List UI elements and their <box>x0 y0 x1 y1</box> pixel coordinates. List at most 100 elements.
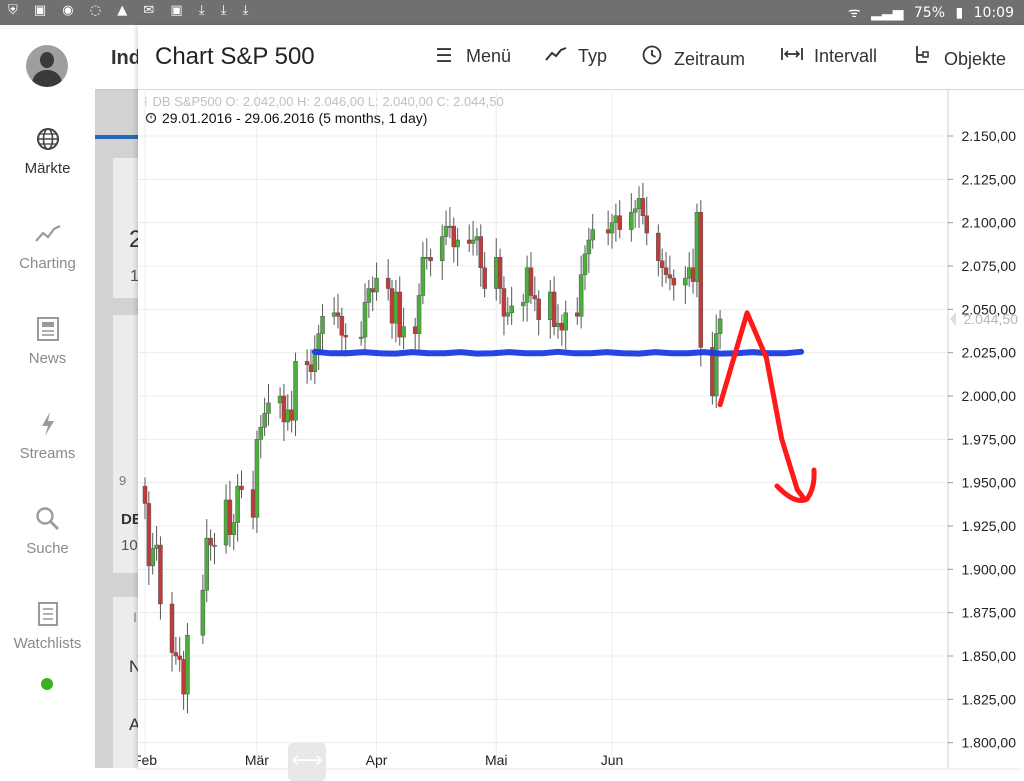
background-card-text: 10 <box>121 537 138 554</box>
candle-body <box>520 302 526 307</box>
x-tick-label: Mär <box>245 752 269 768</box>
sidebar-item-news[interactable]: News <box>0 310 95 390</box>
candle-body <box>366 288 372 303</box>
candle <box>586 227 592 273</box>
candle <box>629 193 634 242</box>
candle <box>474 227 480 256</box>
menu-button[interactable]: ☰ Menü <box>432 45 511 67</box>
sidebar-item-charting[interactable]: Charting <box>0 215 95 295</box>
candle <box>293 352 298 436</box>
candle <box>644 196 650 246</box>
candle <box>285 394 291 431</box>
candle <box>482 252 487 298</box>
sidebar-item-watchlists[interactable]: Watchlists <box>0 595 95 675</box>
candle <box>258 415 264 459</box>
sidebar-item-streams[interactable]: Streams <box>0 405 95 485</box>
background-card-text: A <box>129 715 141 734</box>
candle-body <box>158 544 163 605</box>
candle-body <box>335 312 341 317</box>
candle-body <box>698 212 704 348</box>
candle <box>250 470 256 530</box>
candle-body <box>320 316 325 334</box>
globe-icon <box>0 120 95 156</box>
objects-icon <box>910 45 934 70</box>
y-tick-label: 1.875,00 <box>962 605 1017 621</box>
candlestick-chart[interactable]: 2.150,00 2.125,00 2.100,00 2.075,00 2.050,00… <box>138 89 1024 768</box>
candle-body <box>636 198 642 210</box>
candle <box>578 255 584 329</box>
candle-body <box>339 316 345 336</box>
candle <box>451 217 457 263</box>
candle <box>208 529 213 561</box>
candle-body <box>493 257 499 289</box>
candle-body <box>204 537 210 591</box>
candle-body <box>258 426 264 440</box>
candle-body <box>223 499 229 546</box>
sidebar-item-label: Streams <box>19 445 76 462</box>
candle-body <box>686 267 692 279</box>
candle <box>370 276 375 312</box>
avatar-head <box>40 52 54 68</box>
candle-body <box>277 395 283 404</box>
chart-scroll-handle[interactable]: ⟷ <box>288 743 326 781</box>
candle <box>200 574 206 644</box>
candle-body <box>416 295 422 334</box>
candle <box>304 349 310 384</box>
candle <box>169 591 175 672</box>
candle-body <box>548 291 553 320</box>
candle-body <box>470 239 476 244</box>
interval-button-label: Intervall <box>814 46 878 66</box>
candle-body <box>524 267 530 303</box>
chart-grid <box>138 89 948 768</box>
candle-body <box>478 236 484 268</box>
lightning-icon <box>0 405 95 441</box>
candle-body <box>582 253 588 275</box>
candle <box>536 290 541 336</box>
candle-body <box>509 305 514 314</box>
x-tick-label: Jun <box>601 752 624 768</box>
candle <box>316 324 321 370</box>
candle <box>412 318 418 350</box>
candle <box>181 650 186 710</box>
objects-button[interactable]: Objekte <box>910 45 1006 70</box>
candle <box>339 307 345 351</box>
candle-body <box>308 364 314 372</box>
candle <box>455 227 460 266</box>
sidebar-item-suche[interactable]: Suche <box>0 500 95 580</box>
candle <box>231 513 237 551</box>
timeframe-button[interactable]: Zeitraum <box>640 45 745 70</box>
candle <box>520 293 526 322</box>
chart-type-button[interactable]: Typ <box>544 45 607 67</box>
candle-body <box>370 288 375 293</box>
search-icon <box>0 500 95 536</box>
candle-body <box>401 326 406 338</box>
candle-body <box>181 659 186 695</box>
background-tab-indicator <box>95 135 139 139</box>
candle-body <box>293 361 298 421</box>
candle <box>656 224 661 277</box>
interval-button[interactable]: Intervall <box>780 45 877 67</box>
y-tick-label: 1.900,00 <box>962 561 1017 577</box>
candle <box>227 480 233 547</box>
candle-body <box>412 326 418 334</box>
sidebar-item-maerkte[interactable]: Märkte <box>0 120 95 200</box>
status-bar: ⛨ ▣ ◉ ◌ ▲ ✉ ▣ ⤓ ⤓ ⤓ ᯤ ▂▃▅ 75% ▮ 10:09 <box>0 0 1024 25</box>
y-tick-label: 2.100,00 <box>962 215 1017 231</box>
candle <box>466 224 472 253</box>
clock-icon <box>640 45 664 70</box>
notification-icons: ⛨ ▣ ◉ ◌ ▲ ✉ ▣ ⤓ ⤓ ⤓ <box>8 3 255 18</box>
chart-panel: Chart S&P 500 ☰ Menü Typ Zeitraum Interva… <box>138 25 1024 781</box>
y-tick-label: 1.925,00 <box>962 518 1017 534</box>
candle-body <box>586 239 592 255</box>
avatar[interactable] <box>26 45 68 87</box>
candle <box>563 300 568 350</box>
candle <box>505 297 511 325</box>
candle <box>694 203 700 298</box>
candle-body <box>663 267 669 275</box>
background-card-text: I <box>133 609 137 625</box>
candle-body <box>428 257 433 262</box>
candle-body <box>644 215 650 234</box>
objects-button-label: Objekte <box>944 49 1007 69</box>
candle-body <box>266 402 271 414</box>
y-tick-label: 2.125,00 <box>962 171 1017 187</box>
